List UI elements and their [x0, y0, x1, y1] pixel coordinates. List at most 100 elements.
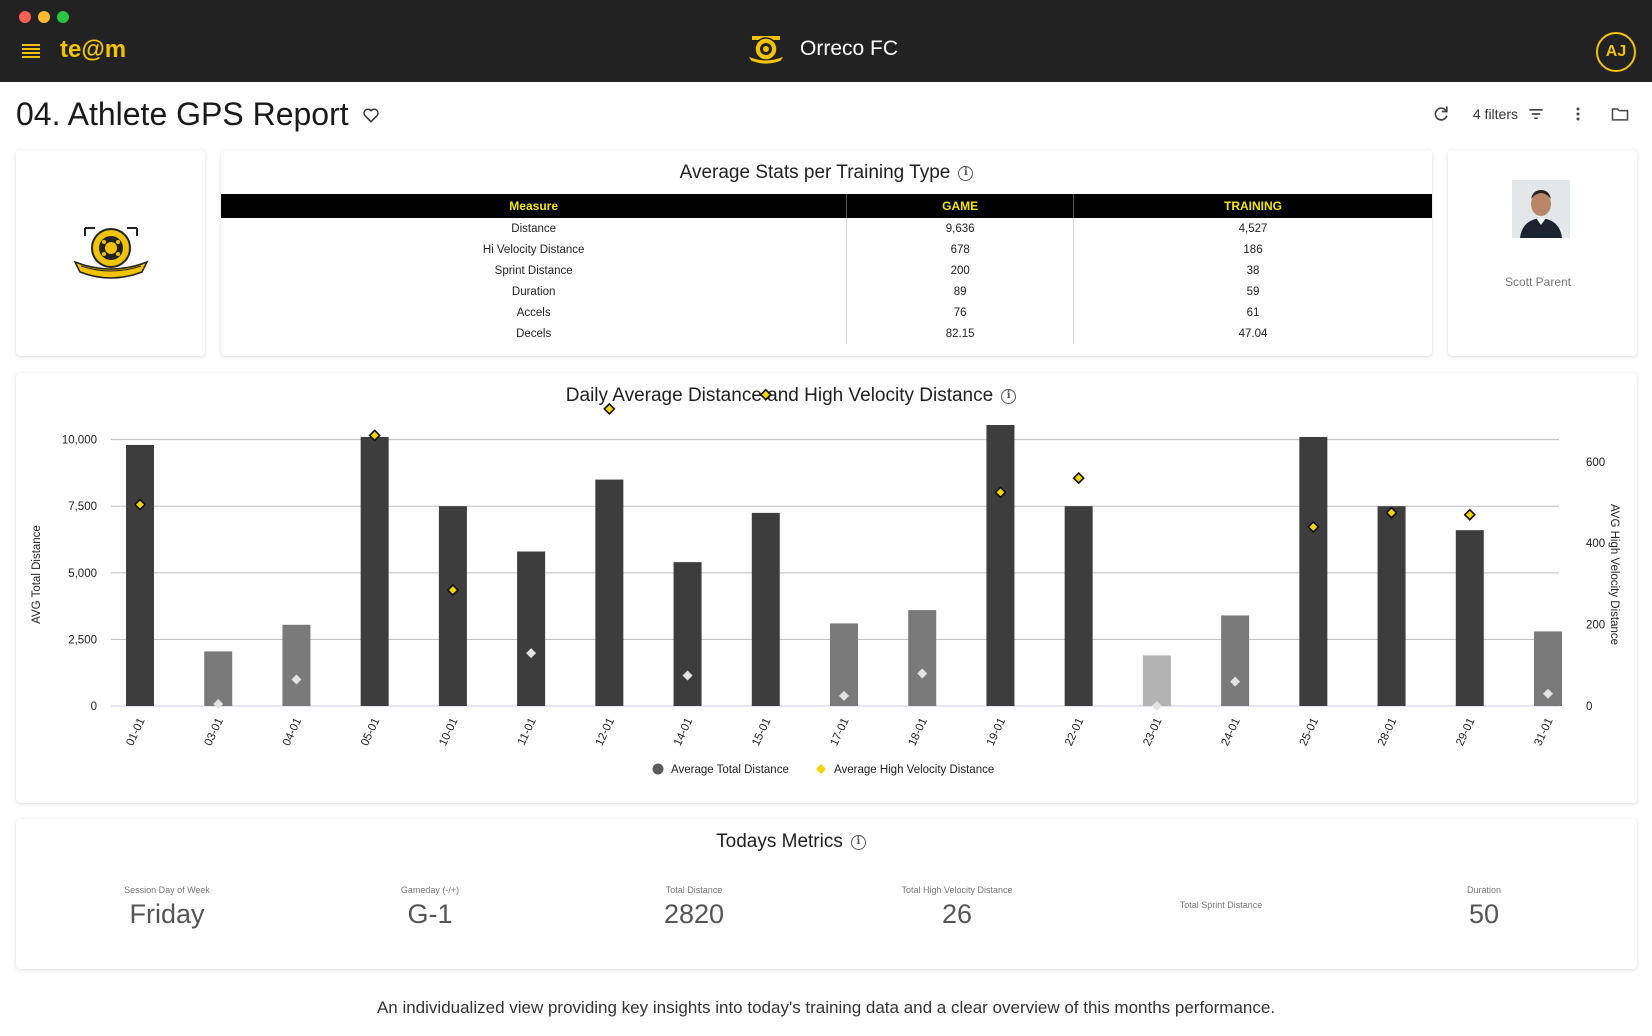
training-cell: 47.04: [1238, 327, 1268, 340]
metrics-title: Todays Metrics: [716, 831, 843, 852]
player-name: Scott Parent: [1504, 275, 1572, 289]
favorite-heart-icon[interactable]: [361, 105, 381, 125]
table-row: Decels 82.15 47.04: [221, 323, 1432, 344]
y-axis-label: AVG Total Distance: [31, 525, 43, 624]
x-tick-label: 19-01: [985, 716, 1008, 748]
bar: [986, 424, 1015, 706]
metrics-title-row: Todays Metrics i: [16, 831, 1566, 853]
hv-point: [759, 388, 772, 401]
close-window-button[interactable]: [19, 11, 31, 23]
stats-title-row: Average Stats per Training Type i: [221, 162, 1432, 184]
metric-high-velocity-distance: Total High Velocity Distance 26: [857, 885, 1057, 930]
measure-cell: Decels: [221, 323, 848, 344]
training-cell: 186: [1243, 243, 1263, 256]
training-cell: 4,527: [1238, 222, 1268, 235]
info-icon[interactable]: i: [958, 165, 974, 181]
x-tick-label: 31-01: [1532, 716, 1555, 748]
y2-tick-label: 400: [1586, 538, 1605, 550]
metric-total-distance: Total Distance 2820: [594, 885, 794, 930]
bar: [1221, 615, 1250, 706]
measure-cell: Hi Velocity Distance: [221, 239, 848, 260]
minimize-window-button[interactable]: [38, 11, 50, 23]
legend-label-total: Average Total Distance: [671, 764, 789, 776]
hv-point: [368, 429, 381, 442]
legend-marker-total: [652, 763, 664, 775]
filter-list-icon: [1529, 109, 1543, 119]
club-crest-icon: [747, 36, 785, 65]
player-photo: [1512, 180, 1570, 238]
folder-icon[interactable]: [1610, 104, 1630, 124]
club-name: Orreco FC: [800, 37, 899, 60]
bar: [360, 436, 389, 706]
stats-title: Average Stats per Training Type: [679, 162, 951, 183]
bar: [1064, 506, 1093, 706]
refresh-icon[interactable]: [1431, 104, 1451, 124]
bar: [1142, 655, 1171, 706]
training-stats-card: Average Stats per Training Type i Measur…: [221, 150, 1432, 356]
metric-value: Friday: [129, 899, 205, 929]
bar: [1455, 530, 1484, 706]
x-tick-label: 25-01: [1298, 716, 1321, 748]
page-title: 04. Athlete GPS Report: [16, 96, 349, 132]
metric-value: 26: [941, 899, 973, 929]
column-header-training[interactable]: TRAINING: [1073, 194, 1432, 218]
y-tick-label: 5,000: [68, 568, 97, 580]
info-icon[interactable]: i: [1001, 388, 1017, 404]
table-row: Distance 9,636 4,527: [221, 218, 1432, 239]
game-cell: 89: [846, 281, 1075, 302]
x-tick-label: 04-01: [281, 716, 304, 748]
game-cell: 678: [846, 239, 1075, 260]
metric-gameday: Gameday (-/+) G-1: [330, 885, 530, 930]
filters-button[interactable]: 4 filters: [1473, 104, 1546, 124]
menu-icon[interactable]: [22, 44, 40, 58]
maximize-window-button[interactable]: [57, 11, 69, 23]
table-row: Accels 76 61: [221, 302, 1432, 323]
column-header-measure[interactable]: Measure: [221, 194, 848, 218]
table-row: Duration 89 59: [221, 281, 1432, 302]
hv-point: [1307, 520, 1320, 534]
bar: [438, 506, 467, 706]
y-tick-label: 2,500: [68, 634, 97, 646]
metric-duration: Duration 50: [1384, 885, 1584, 930]
bar: [517, 551, 546, 706]
measure-cell: Duration: [221, 281, 848, 302]
metric-label: Total High Velocity Distance: [901, 885, 1013, 895]
hv-point: [682, 670, 693, 681]
measure-cell: Distance: [221, 218, 848, 239]
y-tick-label: 7,500: [68, 501, 97, 513]
column-header-game[interactable]: GAME: [846, 194, 1075, 218]
hv-point: [291, 674, 302, 685]
hv-point: [133, 498, 147, 511]
legend-label-hv: Average High Velocity Distance: [834, 764, 994, 776]
metric-value: G-1: [407, 899, 453, 929]
hv-point: [839, 690, 849, 701]
hv-point: [1543, 688, 1553, 699]
measure-cell: Accels: [221, 302, 848, 323]
x-tick-label: 10-01: [437, 716, 460, 748]
bar: [751, 512, 780, 706]
metric-label: Total Sprint Distance: [1179, 900, 1263, 910]
player-card: Scott Parent: [1448, 150, 1637, 356]
game-cell: 9,636: [846, 218, 1075, 239]
orreco-crest-icon: [73, 227, 149, 279]
metric-sprint-distance: Total Sprint Distance: [1121, 900, 1321, 914]
brand-logo[interactable]: te@m: [60, 36, 127, 63]
y-tick-label: 10,000: [62, 435, 97, 447]
metric-session-day: Session Day of Week Friday: [67, 885, 267, 930]
x-tick-label: 14-01: [672, 716, 695, 748]
user-avatar[interactable]: AJ: [1596, 32, 1636, 72]
bar: [908, 610, 937, 706]
report-toolbar: 4 filters: [1431, 104, 1630, 124]
info-icon[interactable]: i: [850, 834, 866, 850]
distance-bar-chart: 0 2,500 5,000 7,500 10,000 0 200 400 600 AVG Tota…: [31, 388, 1620, 776]
game-cell: 200: [846, 260, 1075, 281]
metric-label: Gameday (-/+): [400, 885, 460, 895]
hv-point: [526, 648, 537, 659]
x-tick-label: 22-01: [1063, 716, 1086, 748]
hv-point: [917, 668, 928, 679]
table-row: Sprint Distance 200 38: [221, 260, 1432, 281]
bar: [1377, 506, 1406, 706]
more-vertical-icon[interactable]: [1568, 104, 1588, 124]
x-tick-label: 03-01: [203, 716, 226, 748]
training-cell: 59: [1246, 285, 1260, 298]
